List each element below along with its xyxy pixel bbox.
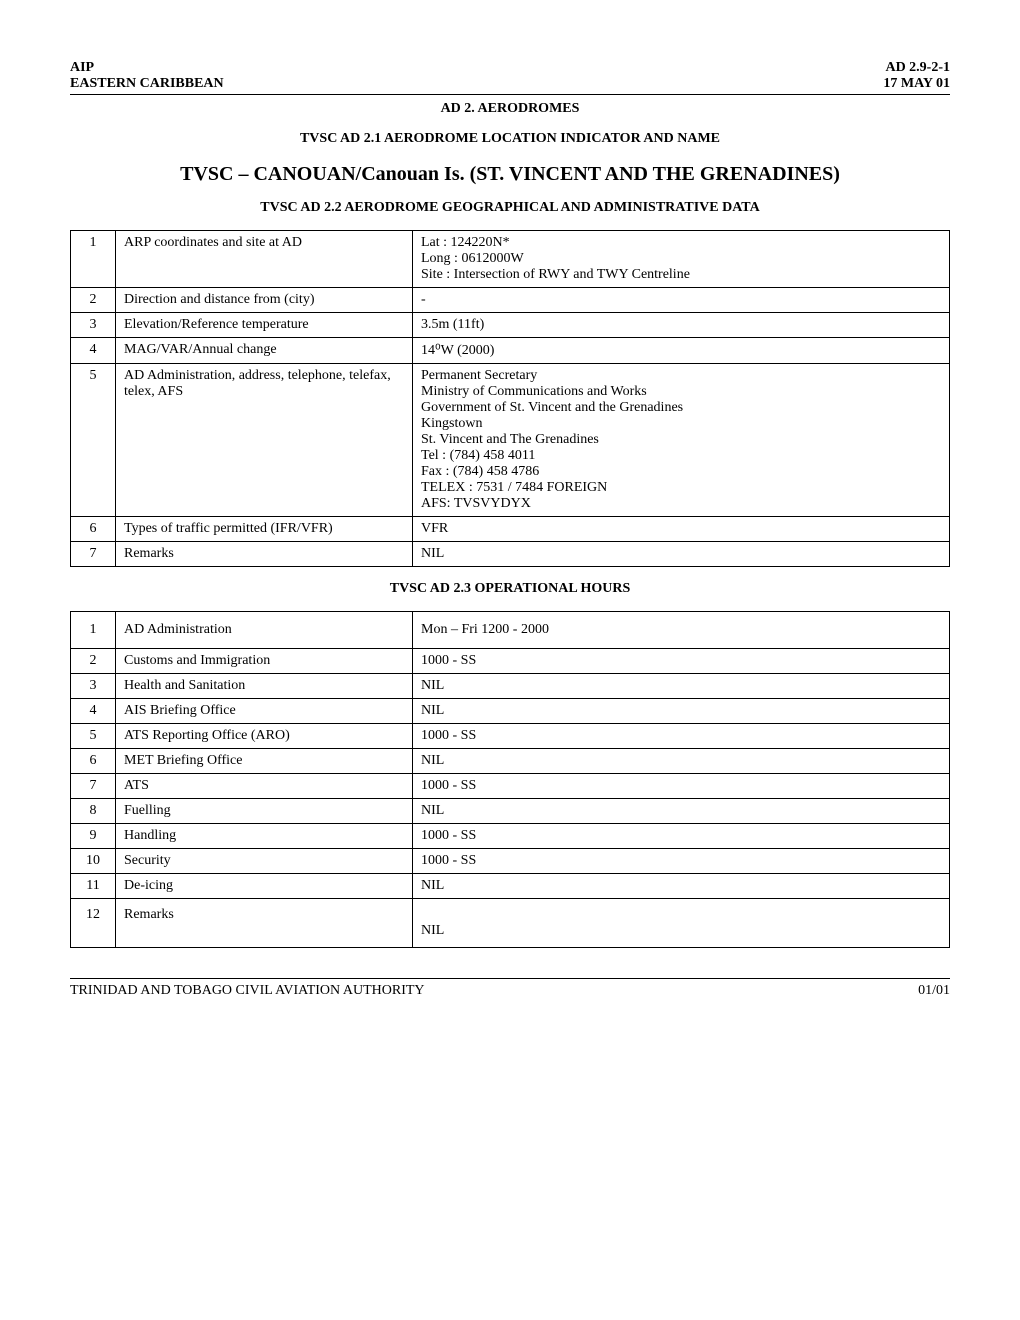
row-value: 1000 - SS — [413, 649, 950, 674]
row-value: Lat : 124220N* Long : 0612000W Site : In… — [413, 231, 950, 288]
row-value: 1000 - SS — [413, 724, 950, 749]
row-label: AIS Briefing Office — [116, 699, 413, 724]
table-row: 1AD AdministrationMon – Fri 1200 - 2000 — [71, 612, 950, 649]
row-number: 6 — [71, 517, 116, 542]
header-right-line2: 17 MAY 01 — [883, 76, 950, 92]
row-value: Permanent Secretary Ministry of Communic… — [413, 364, 950, 517]
row-value: VFR — [413, 517, 950, 542]
table-row: 11De-icingNIL — [71, 874, 950, 899]
row-number: 7 — [71, 542, 116, 567]
section-title: AD 2. AERODROMES — [70, 101, 950, 117]
row-value: NIL — [413, 799, 950, 824]
row-number: 11 — [71, 874, 116, 899]
subsection-2-1-title: TVSC AD 2.1 AERODROME LOCATION INDICATOR… — [70, 131, 950, 147]
row-number: 12 — [71, 899, 116, 948]
row-number: 1 — [71, 231, 116, 288]
row-number: 10 — [71, 849, 116, 874]
table-row: 8FuellingNIL — [71, 799, 950, 824]
row-label: Handling — [116, 824, 413, 849]
row-value: Mon – Fri 1200 - 2000 — [413, 612, 950, 649]
row-label: Elevation/Reference temperature — [116, 313, 413, 338]
row-label: ATS — [116, 774, 413, 799]
geo-admin-table: 1ARP coordinates and site at ADLat : 124… — [70, 230, 950, 567]
page-header: AIP EASTERN CARIBBEAN AD 2.9-2-1 17 MAY … — [70, 60, 950, 95]
row-value: 3.5m (11ft) — [413, 313, 950, 338]
table-row: 2Direction and distance from (city)- — [71, 288, 950, 313]
table-row: 5AD Administration, address, telephone, … — [71, 364, 950, 517]
row-label: ARP coordinates and site at AD — [116, 231, 413, 288]
table-row: 4MAG/VAR/Annual change14⁰W (2000) — [71, 338, 950, 364]
header-right: AD 2.9-2-1 17 MAY 01 — [883, 60, 950, 92]
row-value: NIL — [413, 899, 950, 948]
row-value: NIL — [413, 542, 950, 567]
row-label: Direction and distance from (city) — [116, 288, 413, 313]
row-label: Remarks — [116, 542, 413, 567]
table-row: 7RemarksNIL — [71, 542, 950, 567]
row-number: 4 — [71, 338, 116, 364]
table-row: 7ATS1000 - SS — [71, 774, 950, 799]
page-footer: TRINIDAD AND TOBAGO CIVIL AVIATION AUTHO… — [70, 978, 950, 999]
row-number: 2 — [71, 649, 116, 674]
subsection-2-3-title: TVSC AD 2.3 OPERATIONAL HOURS — [70, 581, 950, 597]
row-number: 9 — [71, 824, 116, 849]
row-number: 6 — [71, 749, 116, 774]
row-label: Fuelling — [116, 799, 413, 824]
row-label: Health and Sanitation — [116, 674, 413, 699]
row-label: AD Administration, address, telephone, t… — [116, 364, 413, 517]
row-value: - — [413, 288, 950, 313]
row-value: NIL — [413, 674, 950, 699]
row-number: 7 — [71, 774, 116, 799]
table-row: 5ATS Reporting Office (ARO)1000 - SS — [71, 724, 950, 749]
row-number: 1 — [71, 612, 116, 649]
row-value: 1000 - SS — [413, 774, 950, 799]
subsection-2-2-title: TVSC AD 2.2 AERODROME GEOGRAPHICAL AND A… — [70, 200, 950, 216]
table-row: 6MET Briefing OfficeNIL — [71, 749, 950, 774]
row-number: 4 — [71, 699, 116, 724]
table-row: 1ARP coordinates and site at ADLat : 124… — [71, 231, 950, 288]
table-row: 3Health and SanitationNIL — [71, 674, 950, 699]
row-label: MAG/VAR/Annual change — [116, 338, 413, 364]
row-value: NIL — [413, 699, 950, 724]
row-number: 8 — [71, 799, 116, 824]
table-row: 4AIS Briefing OfficeNIL — [71, 699, 950, 724]
row-number: 3 — [71, 674, 116, 699]
row-value: 14⁰W (2000) — [413, 338, 950, 364]
table-row: 6Types of traffic permitted (IFR/VFR)VFR — [71, 517, 950, 542]
row-label: Types of traffic permitted (IFR/VFR) — [116, 517, 413, 542]
table-row: 3Elevation/Reference temperature3.5m (11… — [71, 313, 950, 338]
row-label: Security — [116, 849, 413, 874]
table-row: 10Security1000 - SS — [71, 849, 950, 874]
header-left: AIP EASTERN CARIBBEAN — [70, 60, 224, 92]
row-label: De-icing — [116, 874, 413, 899]
header-right-line1: AD 2.9-2-1 — [883, 60, 950, 76]
row-label: AD Administration — [116, 612, 413, 649]
footer-left: TRINIDAD AND TOBAGO CIVIL AVIATION AUTHO… — [70, 983, 425, 999]
footer-right: 01/01 — [918, 983, 950, 999]
row-number: 3 — [71, 313, 116, 338]
row-label: Customs and Immigration — [116, 649, 413, 674]
row-value: 1000 - SS — [413, 849, 950, 874]
table-row: 9Handling1000 - SS — [71, 824, 950, 849]
row-number: 5 — [71, 364, 116, 517]
header-left-line1: AIP — [70, 60, 224, 76]
row-label: MET Briefing Office — [116, 749, 413, 774]
row-value: 1000 - SS — [413, 824, 950, 849]
row-number: 5 — [71, 724, 116, 749]
table-row: 12Remarks NIL — [71, 899, 950, 948]
table-row: 2Customs and Immigration1000 - SS — [71, 649, 950, 674]
row-label: ATS Reporting Office (ARO) — [116, 724, 413, 749]
row-number: 2 — [71, 288, 116, 313]
row-value: NIL — [413, 749, 950, 774]
header-left-line2: EASTERN CARIBBEAN — [70, 76, 224, 92]
row-value: NIL — [413, 874, 950, 899]
aerodrome-main-title: TVSC – CANOUAN/Canouan Is. (ST. VINCENT … — [70, 163, 950, 186]
operational-hours-table: 1AD AdministrationMon – Fri 1200 - 20002… — [70, 611, 950, 948]
row-label: Remarks — [116, 899, 413, 948]
